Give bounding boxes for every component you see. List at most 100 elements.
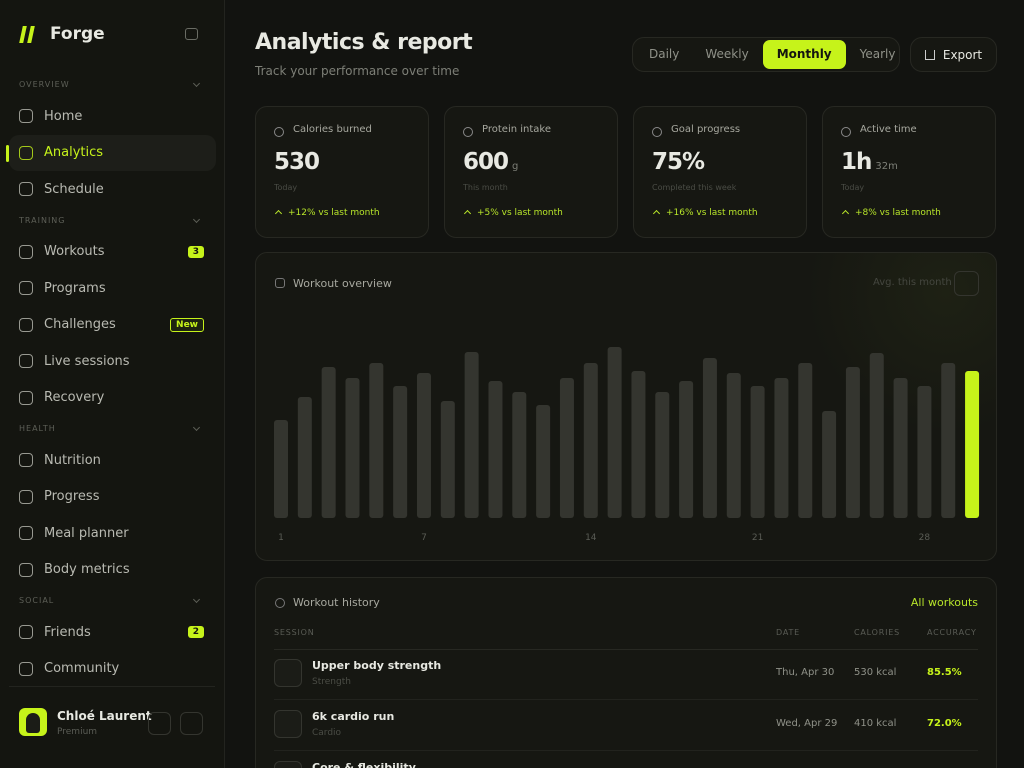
column-header: SESSION [274,628,315,637]
bar [679,381,694,518]
x-tick-label: 21 [752,533,763,543]
nav-label: Workouts [44,244,105,260]
bar [321,367,336,518]
settings-button[interactable] [148,712,171,735]
session-icon [274,761,302,768]
nav-item[interactable]: Workouts 3 [9,234,216,271]
nav-item[interactable]: Analytics [6,134,216,171]
stat-value: 530 [274,149,320,175]
bar [941,363,956,518]
column-header: CALORIES [854,628,900,637]
stat-card: Active time 1h 32m Today +8% vs last month [822,106,996,238]
session-name[interactable]: 6k cardio run [312,710,395,723]
nav-item[interactable]: Schedule [9,171,216,208]
nav-item[interactable]: Live sessions [9,343,216,380]
session-calories: 530 kcal [854,667,897,678]
collapse-button[interactable] [185,28,198,40]
stat-label: Goal progress [671,124,741,135]
expand-button[interactable] [954,271,979,296]
nav-icon [19,145,33,160]
bar [274,420,288,518]
bar-chart: 1 7 14 21 28 [274,347,980,543]
bar [893,378,908,518]
logo [19,25,35,43]
nav-label: Home [44,108,83,124]
bar [655,392,670,518]
bar [488,381,503,518]
nav-section: SOCIAL [0,588,225,614]
nav-label: Body metrics [44,562,130,578]
user-plan: Premium [57,727,98,737]
nav-icon [19,625,33,640]
nav-item[interactable]: Programs [9,270,216,307]
nav-icon [19,562,33,577]
stat-label: Calories burned [293,124,372,135]
bar [869,353,884,518]
logout-button[interactable] [180,712,203,735]
period-tab[interactable]: Weekly [705,47,749,61]
bar [702,358,717,518]
bar [369,363,384,518]
stat-icon [274,127,284,137]
nav-label: Live sessions [44,353,130,369]
nav-icon [19,453,33,468]
row-divider [274,750,978,751]
session-accuracy: 72.0% [927,718,962,729]
nav-label: Challenges [44,317,116,333]
bar [917,386,932,518]
bar [464,352,479,518]
session-icon [274,710,302,738]
bar [965,371,980,518]
nav-item[interactable]: Home [9,98,216,135]
stat-arrow [274,209,283,218]
stat-value-row: 75% [652,149,705,175]
nav-item[interactable]: Recovery [9,380,216,417]
period-tab[interactable]: Daily [649,47,680,61]
nav-badge: 3 [187,245,204,258]
export-button[interactable]: Export [910,37,997,72]
stat-arrow [463,209,472,218]
period-tab[interactable]: Yearly [859,47,896,61]
nav-item[interactable]: Friends 2 [9,614,216,651]
stat-arrow [652,209,661,218]
nav-label: Nutrition [44,452,101,468]
nav-item[interactable]: Body metrics [9,552,216,589]
page-subtitle: Track your performance over time [255,64,460,78]
nav-item[interactable]: Challenges New [9,307,216,344]
nav-item[interactable]: Progress [9,479,216,516]
nav-icon [19,182,33,197]
nav-label: Recovery [44,390,105,406]
nav-item[interactable]: Community [9,651,216,688]
stat-value-row: 530 [274,149,320,175]
nav-label: Programs [44,280,106,296]
stat-value: 600 [463,149,509,175]
session-name[interactable]: Core & flexibility [312,761,416,768]
nav-label: Meal planner [44,525,129,541]
bar [607,347,622,518]
bar [583,363,598,518]
period-tab[interactable]: Monthly [762,40,846,69]
all-workouts-link[interactable]: All workouts [910,596,978,609]
session-type: Strength [312,677,351,687]
nav-icon [19,489,33,504]
x-tick-label: 1 [278,533,284,543]
nav: OVERVIEW Home Analytics Schedule TRAINING Wor… [0,72,225,687]
nav-item[interactable]: Meal planner [9,515,216,552]
nav-item[interactable]: Nutrition [9,442,216,479]
row-divider [274,699,978,700]
chart-card: Workout overview Avg. this month 1 7 14 21 2… [255,252,997,561]
stat-arrow [841,209,850,218]
nav-label: Analytics [44,145,104,161]
nav-label: Community [44,661,120,677]
stat-value-row: 600 g [463,149,518,175]
column-header: ACCURACY [927,628,977,637]
nav-badge: New [170,317,204,332]
user-name: Chloé Laurent [57,709,152,723]
stat-value-row: 1h 32m [841,149,898,175]
bar [393,386,408,518]
session-name[interactable]: Upper body strength [312,659,442,672]
nav-icon [19,281,33,296]
page-title: Analytics & report [255,30,473,55]
nav-label: Friends [44,624,91,640]
bar [845,367,860,518]
